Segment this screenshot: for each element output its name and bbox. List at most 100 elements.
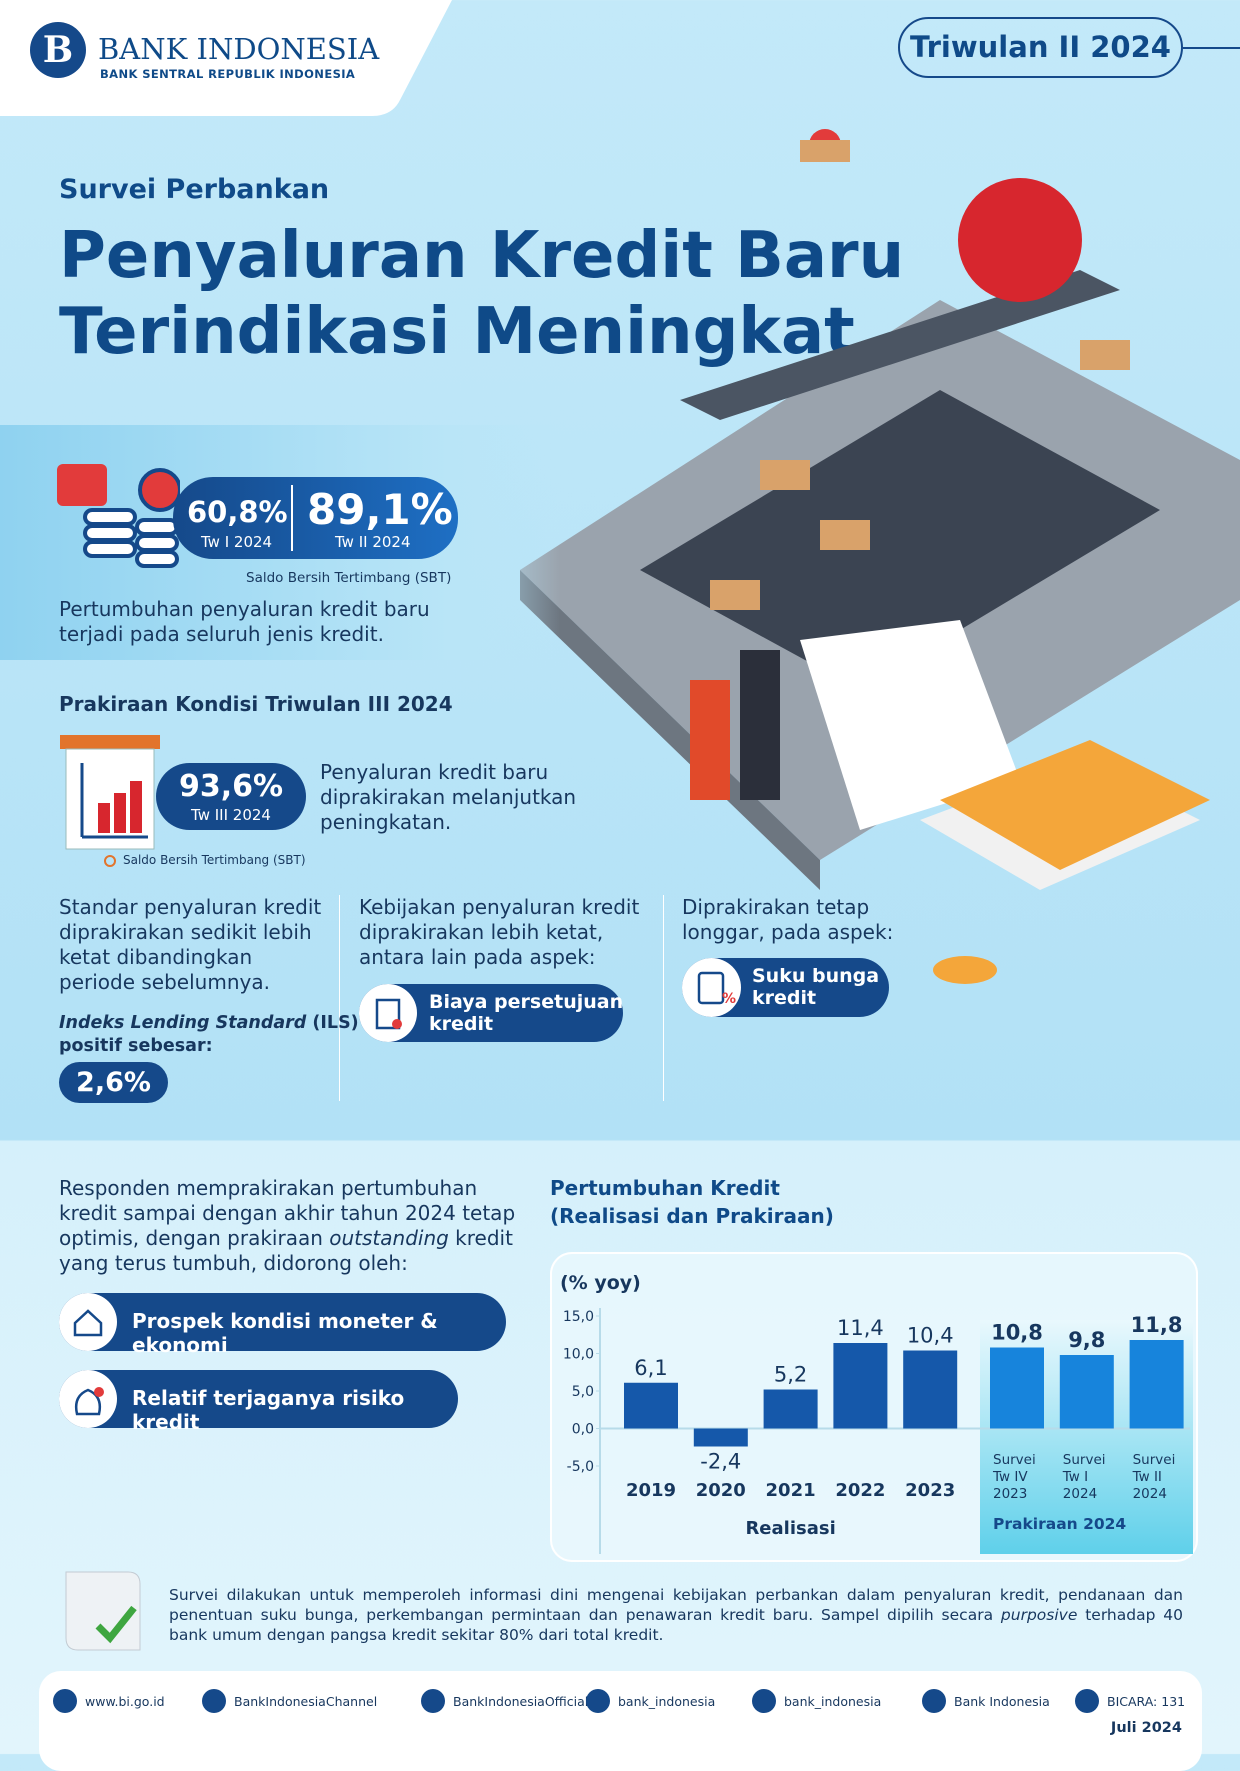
text-line: Responden memprakirakan pertumbuhan [59, 1176, 478, 1200]
value-label: 5,2 [774, 1363, 807, 1387]
footer-link[interactable]: bank_indonesia [586, 1687, 715, 1715]
x-tick-label: Survei Tw I 2024 [1062, 1452, 1106, 1502]
bar [693, 1428, 748, 1447]
footer-link[interactable]: BankIndonesiaOfficial [421, 1687, 588, 1715]
forecast-value: 93,6% [178, 769, 284, 804]
text-line: diprakirakan melanjutkan [320, 785, 577, 809]
forecast-text: Penyaluran kredit baru diprakirakan mela… [320, 760, 576, 835]
driver-pill: Prospek kondisi moneter & ekonomi [59, 1293, 506, 1357]
text-line: kredit sampai dengan akhir tahun 2024 te… [59, 1201, 516, 1225]
pill-text: Biaya persetujuan kredit [429, 991, 623, 1035]
y-tick-label: 10,0 [563, 1347, 594, 1363]
x-tick-label: Survei Tw II 2024 [1132, 1452, 1176, 1502]
link-icon [1075, 1689, 1099, 1713]
column-text: Kebijakan penyaluran kredit diprakirakan… [359, 895, 639, 970]
pill-icon [359, 984, 417, 1042]
x-tick-label: Survei Tw IV 2023 [993, 1452, 1036, 1502]
footer-link[interactable]: BankIndonesiaChannel [202, 1687, 377, 1715]
link-icon [586, 1689, 610, 1713]
svg-text:B: B [43, 29, 73, 71]
outlook-text: Responden memprakirakan pertumbuhan kred… [59, 1176, 515, 1276]
footer-link[interactable]: www.bi.go.id [53, 1687, 165, 1715]
footer-link[interactable]: bank_indonesia [752, 1687, 881, 1715]
bar [763, 1389, 818, 1429]
ils-value: 2,6% [59, 1062, 168, 1103]
driver-pill: Relatif terjaganya risiko kredit [59, 1370, 458, 1434]
pill-icon [59, 1293, 117, 1351]
driver-text: Relatif terjaganya risiko kredit [132, 1386, 405, 1434]
link-icon [53, 1689, 77, 1713]
driver-text: Prospek kondisi moneter & ekonomi [132, 1309, 438, 1357]
text-part: kredit [448, 1226, 513, 1250]
footer-link[interactable]: BICARA: 131 [1075, 1687, 1185, 1715]
x-tick-label: 2020 [696, 1480, 746, 1501]
ils-text: Indeks Lending Standard (ILS) positif se… [59, 1012, 359, 1058]
value-label: 6,1 [634, 1356, 667, 1380]
divider [663, 895, 664, 1101]
sbt-label: Tw II 2024 [335, 533, 411, 551]
title-line: Pertumbuhan Kredit [550, 1176, 780, 1200]
pill-icon: % [682, 958, 741, 1017]
column-text: Diprakirakan tetap longgar, pada aspek: [682, 895, 893, 945]
logo-backdrop: B [0, 0, 452, 116]
footnote: Survei dilakukan untuk memperoleh inform… [169, 1585, 1183, 1645]
forecast-pill: 93,6% Tw III 2024 [156, 763, 306, 830]
chart-panel: 15,0 10,0 5,0 0,0 -5,0 6,1 -2,4 5,2 11,4 10,4 10,8… [550, 1252, 1198, 1562]
text-italic: outstanding [329, 1226, 449, 1250]
link-text: BankIndonesiaOfficial [453, 1693, 589, 1709]
text-line: Diprakirakan tetap [682, 895, 870, 919]
text-part: optimis, dengan prakiraan [59, 1226, 330, 1250]
link-text: BankIndonesiaChannel [234, 1693, 378, 1709]
x-tick-label: 2021 [766, 1480, 816, 1501]
text-line: Kebijakan penyaluran kredit [359, 895, 640, 919]
svg-text:%: % [722, 991, 736, 1007]
sbt-text: Pertumbuhan penyaluran kredit baru terja… [59, 597, 430, 647]
chart-icon [60, 735, 160, 867]
value-label: 10,4 [907, 1324, 954, 1348]
y-tick-label: 15,0 [563, 1309, 594, 1325]
bar [1059, 1355, 1114, 1429]
sbt-note: Saldo Bersih Tertimbang (SBT) [246, 570, 452, 586]
text-line: diprakirakan lebih ketat, [359, 920, 604, 944]
title-line: (Realisasi dan Prakiraan) [550, 1204, 834, 1228]
sbt-label: Tw I 2024 [201, 533, 273, 551]
logo-name: BANK INDONESIA [98, 32, 380, 66]
footer-link[interactable]: Bank Indonesia [922, 1687, 1050, 1715]
link-text: bank_indonesia [618, 1693, 716, 1709]
value-label: 10,8 [991, 1321, 1043, 1345]
y-tick-label: 5,0 [572, 1384, 594, 1400]
text-line: terjadi pada seluruh jenis kredit. [59, 622, 384, 646]
pill-icon [59, 1370, 117, 1428]
text-line: positif sebesar: [59, 1036, 213, 1056]
date: Juli 2024 [1110, 1720, 1182, 1736]
text-line: Suku bunga [752, 965, 880, 987]
text-line: peningkatan. [320, 810, 452, 834]
pill-text: Suku bunga kredit [752, 965, 879, 1009]
period-badge: Triwulan II 2024 [898, 17, 1183, 78]
value-label: 9,8 [1068, 1328, 1105, 1352]
text-part: terhadap 40 bank umum dengan pangsa kred… [169, 1606, 1183, 1644]
link-text: www.bi.go.id [85, 1693, 165, 1709]
bar [990, 1347, 1044, 1429]
divider [339, 895, 340, 1101]
text-line: kredit [752, 987, 817, 1009]
survey-icon [65, 1571, 141, 1651]
ils-italic: Indeks Lending Standard [59, 1013, 307, 1033]
divider [291, 485, 293, 551]
aspect-pill: Biaya persetujuan kredit [359, 984, 623, 1042]
title-line: Terindikasi Meningkat [59, 295, 855, 369]
credit-icon [57, 464, 180, 568]
sbt-value: 60,8% [187, 495, 288, 529]
period-rule [1183, 47, 1240, 49]
sbt-pill: 60,8% Tw I 2024 89,1% Tw II 2024 [173, 477, 458, 559]
link-text: BICARA: 131 [1107, 1693, 1186, 1709]
forecast-heading: Prakiraan Kondisi Triwulan III 2024 [59, 692, 453, 716]
link-text: Bank Indonesia [954, 1693, 1050, 1709]
forecast-note: Saldo Bersih Tertimbang (SBT) [123, 853, 306, 867]
title-line: Penyaluran Kredit Baru [59, 219, 905, 293]
x-tick-label: 2022 [835, 1480, 885, 1501]
y-tick-label: -5,0 [567, 1459, 594, 1475]
text-line: ketat dibandingkan [59, 945, 253, 969]
